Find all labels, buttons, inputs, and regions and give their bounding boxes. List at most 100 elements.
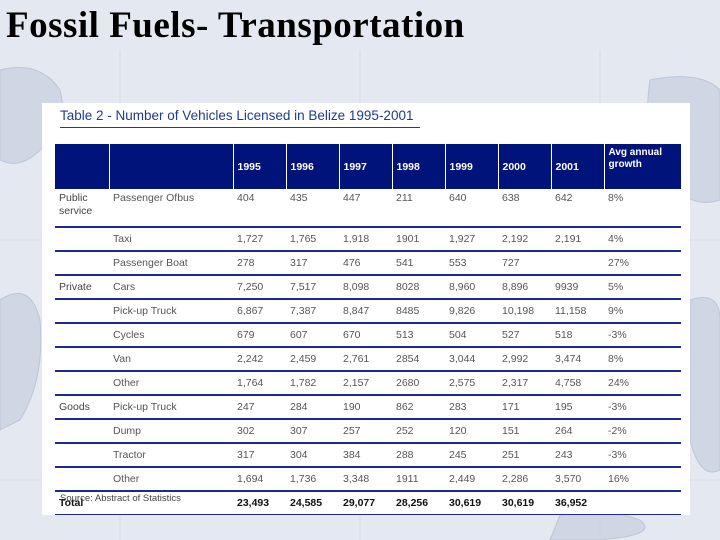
value-cell: 247 [233, 395, 286, 420]
growth-cell: 8% [604, 189, 681, 228]
value-cell: 1,694 [233, 467, 286, 492]
table-panel: Table 2 - Number of Vehicles Licensed in… [42, 103, 690, 515]
growth-cell: 27% [604, 251, 681, 276]
growth-cell: -3% [604, 395, 681, 420]
table-row: Taxi 1,727 1,765 1,918 1901 1,927 2,192 2,191 4% [55, 227, 681, 252]
value-cell: 252 [392, 419, 445, 444]
vehicle-type-cell: Van [109, 347, 233, 372]
header-cell: 2000 [497, 144, 551, 189]
value-cell: 2,242 [233, 347, 286, 372]
header-cell [108, 144, 233, 189]
value-cell: 2,992 [498, 347, 551, 372]
category-cell [55, 323, 109, 348]
vehicle-type-cell: Taxi [109, 227, 233, 252]
value-cell: 504 [445, 323, 498, 348]
vehicle-type-cell: Pick-up Truck [109, 395, 233, 420]
value-cell: 1,765 [286, 227, 339, 252]
value-cell: 195 [551, 395, 604, 420]
value-cell: 4,758 [551, 371, 604, 396]
caption-underline [60, 127, 420, 128]
vehicles-table: 1995 1996 1997 1998 1999 2000 2001 Avg a… [55, 144, 681, 515]
growth-cell: 24% [604, 371, 681, 396]
value-cell: 284 [286, 395, 339, 420]
value-cell: 302 [233, 419, 286, 444]
header-cell [55, 144, 109, 189]
header-cell: 1996 [285, 144, 339, 189]
table-body: Public service Passenger Ofbus 404 435 447 21… [55, 189, 681, 515]
value-cell: 640 [445, 189, 498, 228]
value-cell: 2,317 [498, 371, 551, 396]
value-cell: 435 [286, 189, 339, 228]
value-cell: 317 [286, 251, 339, 276]
table-row: Tractor 317 304 384 288 245 251 243 -3% [55, 443, 681, 468]
table-header-row: 1995 1996 1997 1998 1999 2000 2001 Avg a… [55, 144, 681, 189]
category-cell: Public service [55, 189, 109, 228]
value-cell: 9,826 [445, 299, 498, 324]
growth-cell: -3% [604, 323, 681, 348]
value-cell: 8485 [392, 299, 445, 324]
value-cell: 1,727 [233, 227, 286, 252]
growth-cell: -3% [604, 443, 681, 468]
value-cell: 304 [286, 443, 339, 468]
growth-cell: -2% [604, 419, 681, 444]
value-cell: 151 [498, 419, 551, 444]
value-cell: 2,192 [498, 227, 551, 252]
value-cell: 245 [445, 443, 498, 468]
value-cell: 862 [392, 395, 445, 420]
table-row: Van 2,242 2,459 2,761 2854 3,044 2,992 3,474 8% [55, 347, 681, 372]
total-value-cell: 28,256 [392, 491, 445, 515]
vehicle-type-cell: Tractor [109, 443, 233, 468]
value-cell: 283 [445, 395, 498, 420]
value-cell: 11,158 [551, 299, 604, 324]
growth-cell: 4% [604, 227, 681, 252]
vehicle-type-cell: Other [109, 371, 233, 396]
value-cell: 1,918 [339, 227, 392, 252]
value-cell: 243 [551, 443, 604, 468]
table-row: Pick-up Truck 6,867 7,387 8,847 8485 9,826 10,… [55, 299, 681, 324]
slide-title: Fossil Fuels- Transportation [6, 5, 465, 46]
value-cell: 727 [498, 251, 551, 276]
vehicle-type-cell: Dump [109, 419, 233, 444]
table-row: Other 1,764 1,782 2,157 2680 2,575 2,317 4,758 2… [55, 371, 681, 396]
value-cell: 8028 [392, 275, 445, 300]
table-row: Dump 302 307 257 252 120 151 264 -2% [55, 419, 681, 444]
value-cell: 7,250 [233, 275, 286, 300]
value-cell: 10,198 [498, 299, 551, 324]
value-cell: 120 [445, 419, 498, 444]
value-cell: 553 [445, 251, 498, 276]
table-row: Goods Pick-up Truck 247 284 190 862 283 171 195-… [55, 395, 681, 420]
total-value-cell [604, 491, 681, 515]
value-cell: 642 [551, 189, 604, 228]
value-cell: 638 [498, 189, 551, 228]
value-cell: 278 [233, 251, 286, 276]
total-value-cell: 30,619 [498, 491, 551, 515]
category-cell [55, 347, 109, 372]
growth-cell: 8% [604, 347, 681, 372]
table-row: Passenger Boat 278 317 476 541 553 727 27% [55, 251, 681, 276]
value-cell: 2854 [392, 347, 445, 372]
category-cell: Goods [55, 395, 109, 420]
value-cell: 670 [339, 323, 392, 348]
value-cell: 3,570 [551, 467, 604, 492]
value-cell: 317 [233, 443, 286, 468]
value-cell: 476 [339, 251, 392, 276]
vehicle-type-cell: Cycles [109, 323, 233, 348]
category-cell [55, 419, 109, 444]
header-cell: 1997 [338, 144, 392, 189]
value-cell: 518 [551, 323, 604, 348]
vehicle-type-cell: Pick-up Truck [109, 299, 233, 324]
value-cell: 9939 [551, 275, 604, 300]
total-value-cell: 36,952 [551, 491, 604, 515]
table-caption: Table 2 - Number of Vehicles Licensed in… [60, 108, 414, 123]
value-cell: 8,960 [445, 275, 498, 300]
value-cell: 1,764 [233, 371, 286, 396]
table-row: Cycles 679 607 670 513 504 527 518 -3% [55, 323, 681, 348]
value-cell: 541 [392, 251, 445, 276]
value-cell [551, 251, 604, 276]
value-cell: 288 [392, 443, 445, 468]
value-cell: 679 [233, 323, 286, 348]
category-cell [55, 371, 109, 396]
value-cell: 8,847 [339, 299, 392, 324]
vehicle-type-cell: Cars [109, 275, 233, 300]
category-cell [55, 251, 109, 276]
